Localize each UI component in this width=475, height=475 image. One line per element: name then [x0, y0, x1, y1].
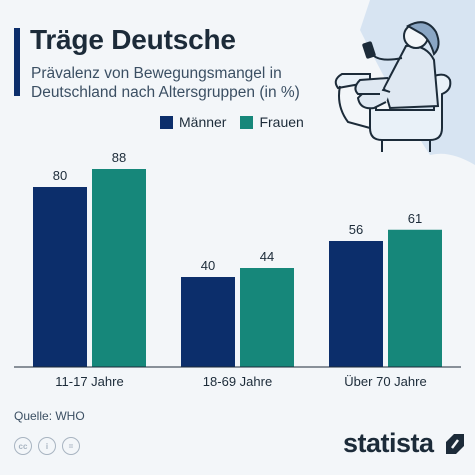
statista-logo-mark-icon [446, 434, 464, 454]
bar [388, 229, 442, 367]
data-label: 88 [112, 150, 126, 165]
legend-label-frauen: Frauen [259, 114, 304, 130]
data-label: 56 [349, 222, 363, 237]
data-label: 61 [408, 211, 422, 226]
bar [181, 277, 235, 367]
data-label: 44 [260, 249, 274, 264]
statista-logo[interactable]: statista [343, 428, 434, 458]
x-tick-label: 18-69 Jahre [203, 374, 272, 389]
legend-label-maenner: Männer [179, 114, 227, 130]
bar [92, 169, 146, 367]
chart-title: Träge Deutsche [30, 24, 236, 55]
cc-icon[interactable]: cc [14, 437, 32, 455]
legend-swatch-frauen [240, 115, 254, 129]
bar [329, 241, 383, 367]
x-tick-label: 11-17 Jahre [55, 374, 123, 389]
bar [240, 268, 294, 367]
person-in-armchair-icon [334, 21, 452, 152]
license-icons: cc i = [14, 437, 86, 455]
data-label: 80 [53, 168, 67, 183]
bar [33, 187, 87, 367]
legend-item-frauen: Frauen [240, 114, 304, 130]
nd-icon[interactable]: = [62, 437, 80, 455]
chart-legend: Männer Frauen [160, 114, 318, 130]
source-label: Quelle: WHO [14, 409, 85, 423]
chart-subtitle: Prävalenz von Bewegungsmangel in Deutsch… [31, 65, 300, 101]
title-accent-bar [14, 28, 20, 96]
x-tick-label: Über 70 Jahre [344, 374, 426, 389]
data-label: 40 [201, 258, 215, 273]
by-icon[interactable]: i [38, 437, 56, 455]
legend-item-maenner: Männer [160, 114, 226, 130]
legend-swatch-maenner [160, 115, 173, 129]
